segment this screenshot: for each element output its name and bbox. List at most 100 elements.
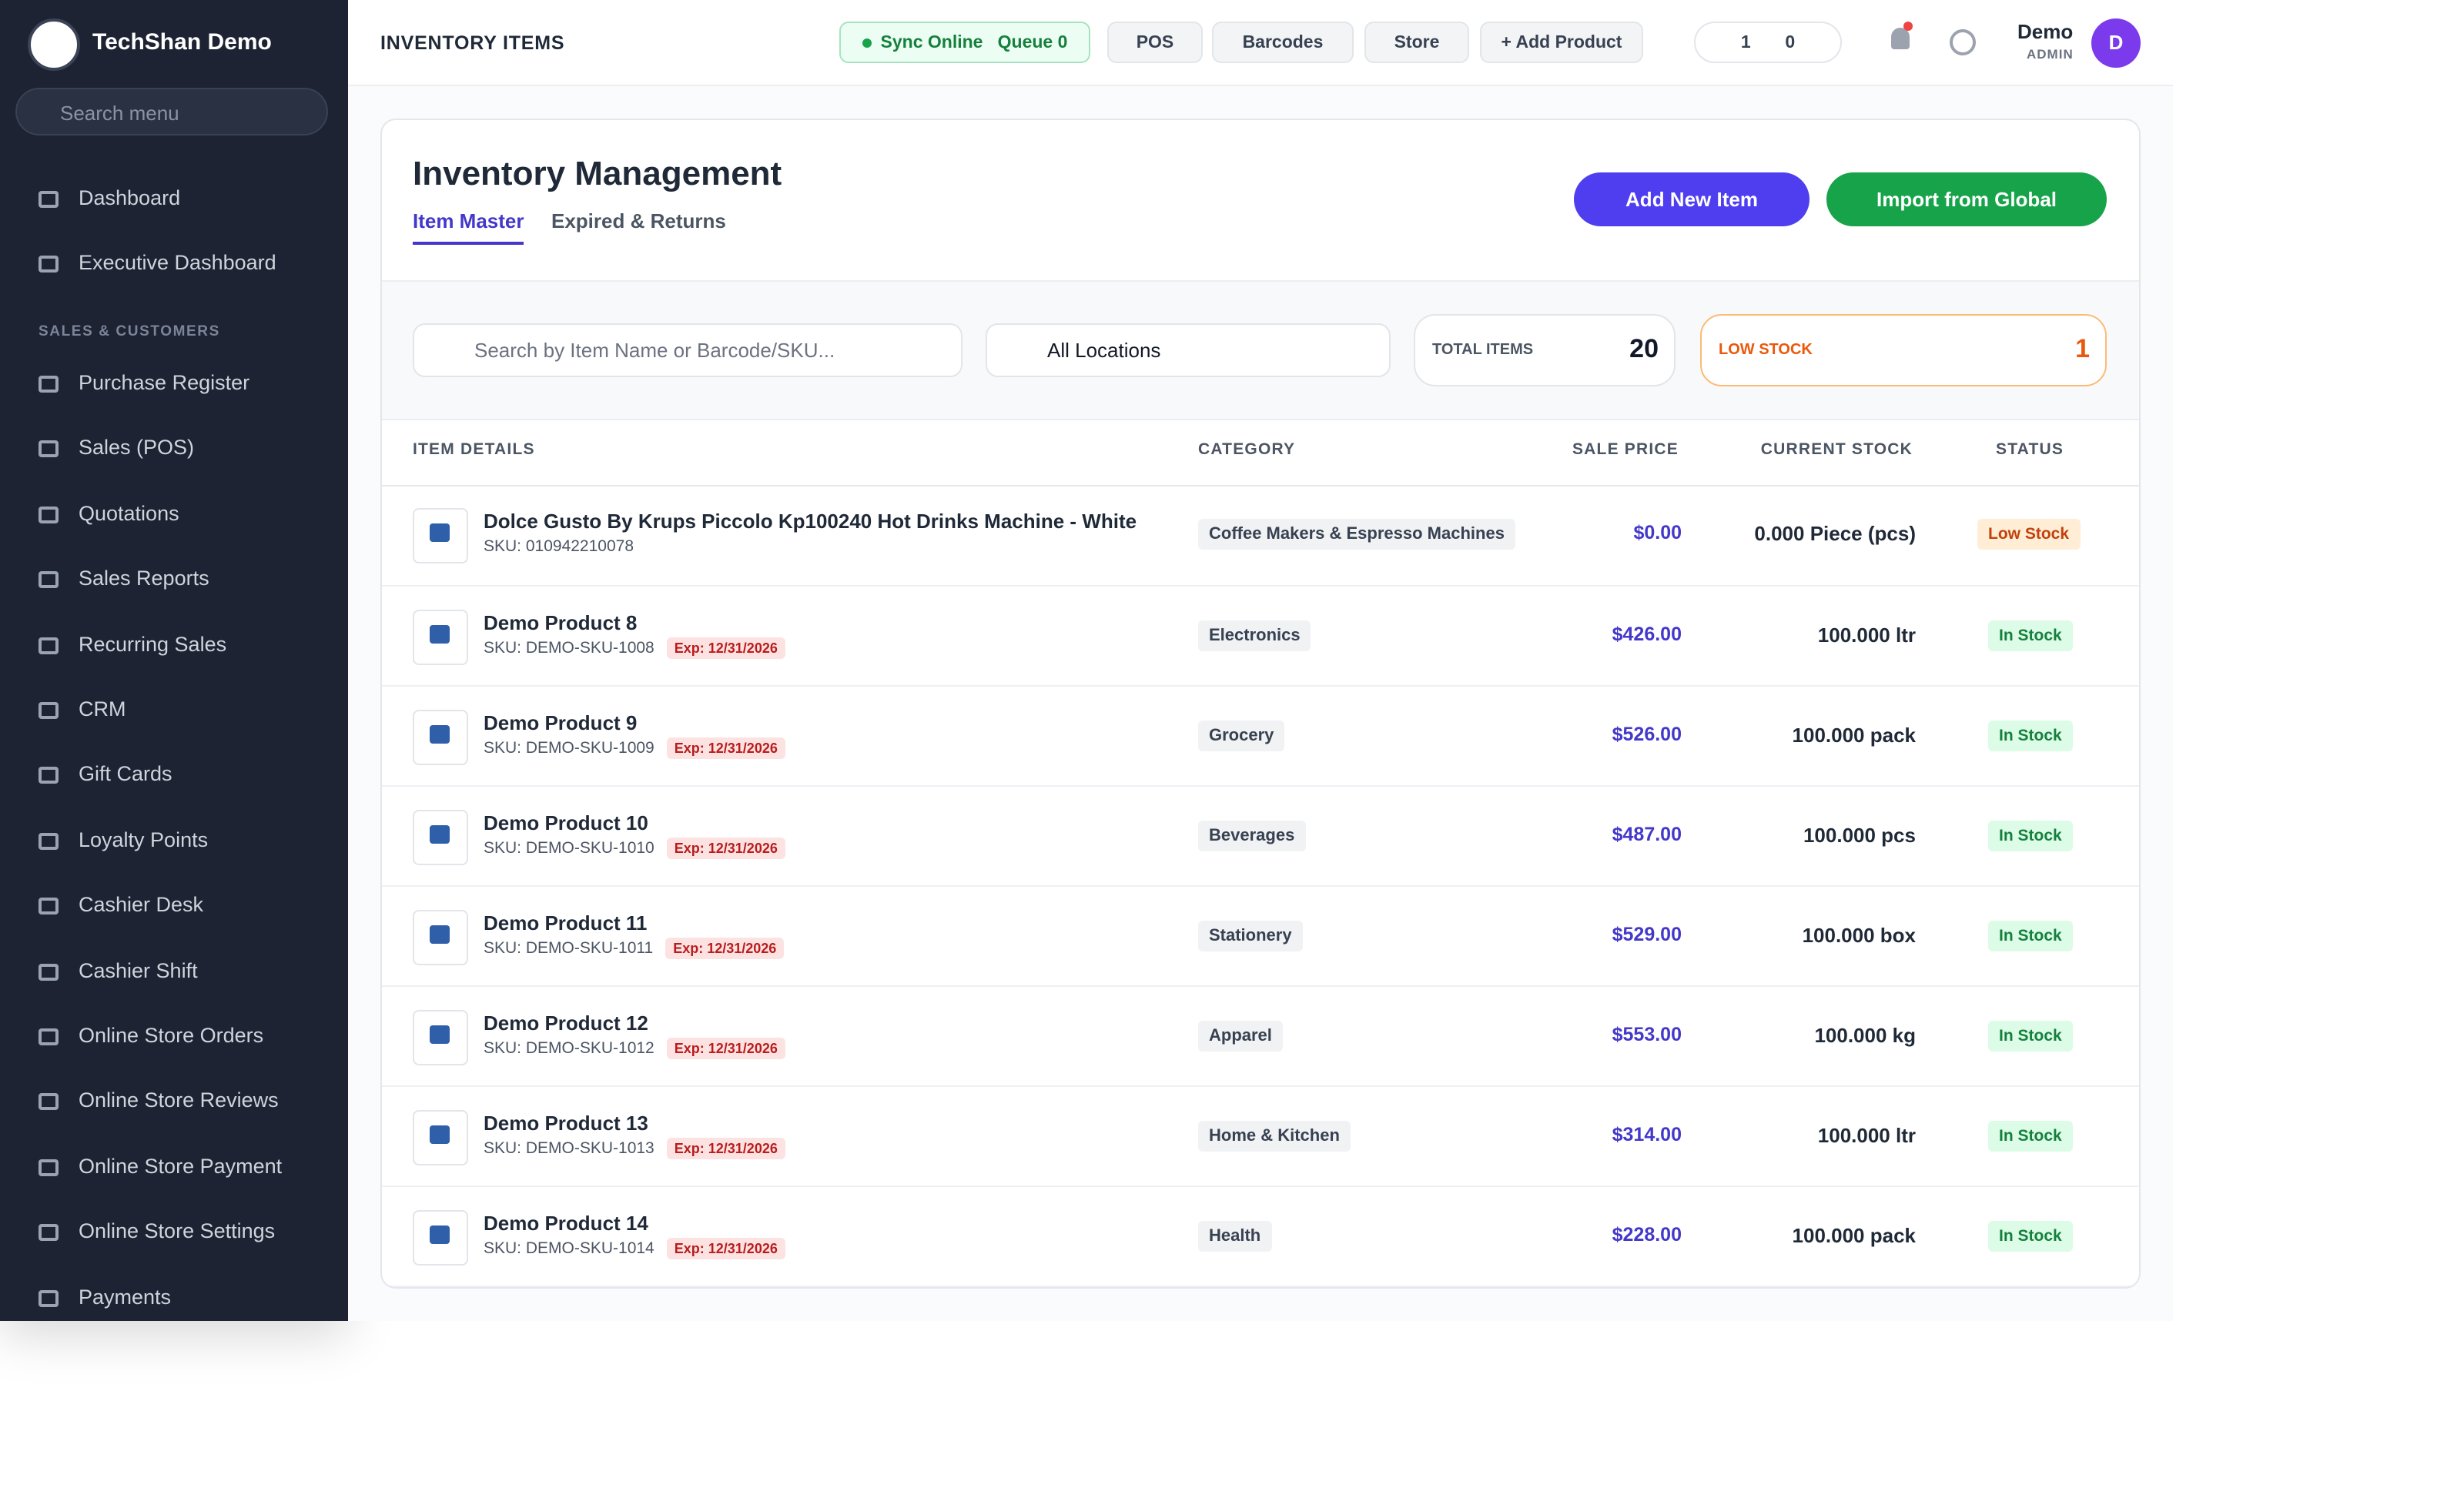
status-badge: In Stock	[1988, 721, 2073, 751]
header-divider	[382, 485, 2139, 487]
menu-item[interactable]: Recurring Sales	[38, 629, 226, 660]
menu-item[interactable]: Sales Reports	[38, 563, 209, 594]
menu-label: Quotations	[79, 501, 179, 525]
menu-item[interactable]: Gift Cards	[38, 760, 172, 791]
item-image	[413, 1010, 468, 1065]
table-row[interactable]: Demo Product 8 SKU: DEMO-SKU-1008 Exp: 12/…	[382, 585, 2139, 687]
sale-price: $526.00	[1612, 724, 1682, 745]
brand: TechShan Demo	[92, 29, 272, 55]
sku: SKU: DEMO-SKU-1012	[484, 1039, 654, 1058]
status-badge: In Stock	[1988, 821, 2073, 851]
item-image	[413, 810, 468, 865]
category-badge: Electronics	[1198, 620, 1311, 651]
status-badge: In Stock	[1988, 1021, 2073, 1052]
menu-item[interactable]: Cashier Desk	[38, 890, 203, 921]
menu-label: Loyalty Points	[79, 828, 209, 851]
item-name: Demo Product 9	[484, 711, 638, 734]
menu-item[interactable]: Cashier Shift	[38, 955, 198, 986]
total-items: TOTAL ITEMS 20	[1414, 314, 1676, 386]
menu-item[interactable]: Online Store Payment	[38, 1152, 282, 1182]
table-row[interactable]: Demo Product 11 SKU: DEMO-SKU-1011 Exp: 12…	[382, 885, 2139, 987]
menu-item[interactable]: Loyalty Points	[38, 825, 208, 856]
table-row[interactable]: Demo Product 9 SKU: DEMO-SKU-1009 Exp: 12/…	[382, 685, 2139, 787]
user-name: Demo	[2017, 20, 2074, 43]
menu-icon	[38, 506, 59, 523]
item-sku: SKU: 010942210078	[484, 537, 634, 556]
menu-label: Recurring Sales	[79, 632, 227, 656]
toolbar-button[interactable]: Store	[1364, 22, 1469, 63]
menu-item[interactable]: CRM	[38, 694, 126, 725]
menu-icon	[38, 702, 59, 719]
item-image	[413, 1210, 468, 1266]
menu-item[interactable]: Payments	[38, 1282, 171, 1312]
menu-item[interactable]: Dashboard	[38, 183, 180, 214]
sku: SKU: 010942210078	[484, 537, 634, 556]
menu-label: Online Store Settings	[79, 1219, 276, 1243]
menu-item[interactable]: Online Store Settings	[38, 1216, 275, 1247]
language[interactable]	[1950, 29, 1976, 55]
notification-dot	[1903, 22, 1913, 31]
item-name: Demo Product 13	[484, 1112, 648, 1135]
menu-label: Payments	[79, 1285, 172, 1309]
table-row[interactable]: Dolce Gusto By Krups Piccolo Kp100240 Ho…	[382, 485, 2139, 585]
bell[interactable]	[1891, 28, 1910, 49]
expiry-badge: Exp: 12/31/2026	[666, 1038, 785, 1059]
status-badge: In Stock	[1988, 1121, 2073, 1152]
toolbar-button[interactable]: POS	[1107, 22, 1203, 63]
sale-price: $314.00	[1612, 1124, 1682, 1145]
table-row[interactable]: Demo Product 14 SKU: DEMO-SKU-1014 Exp: 12…	[382, 1185, 2139, 1287]
menu-search[interactable]: Search menu	[15, 88, 328, 135]
import-button[interactable]: Import from Global	[1826, 172, 2107, 226]
sku: SKU: DEMO-SKU-1014	[484, 1239, 654, 1258]
device-counter: 1 0	[1694, 22, 1842, 63]
menu-item[interactable]: Quotations	[38, 499, 179, 530]
expiry-badge: Exp: 12/31/2026	[666, 1238, 785, 1259]
item-search[interactable]: Search by Item Name or Barcode/SKU...	[413, 323, 962, 377]
tab[interactable]: Expired & Returns	[551, 209, 726, 232]
menu-item[interactable]: Online Store Orders	[38, 1021, 263, 1052]
toolbar-button[interactable]: Barcodes	[1212, 22, 1354, 63]
column-header: SALE PRICE	[1572, 440, 1679, 459]
menu-item[interactable]: Executive Dashboard	[38, 249, 276, 279]
column-header: CURRENT STOCK	[1760, 440, 1913, 459]
item-sku: SKU: DEMO-SKU-1009 Exp: 12/31/2026	[484, 737, 785, 759]
category-badge: Beverages	[1198, 821, 1306, 851]
menu-icon	[38, 256, 59, 273]
expiry-badge: Exp: 12/31/2026	[666, 737, 785, 759]
item-image	[413, 1110, 468, 1165]
column-header: ITEM DETAILS	[413, 440, 535, 459]
item-sku: SKU: DEMO-SKU-1012 Exp: 12/31/2026	[484, 1038, 785, 1059]
toolbar-button[interactable]: + Add Product	[1480, 22, 1643, 63]
menu-item[interactable]: Sales (POS)	[38, 433, 194, 464]
heading: Inventory Management	[413, 154, 782, 192]
tab-active[interactable]: Item Master	[413, 209, 524, 245]
inventory-card: Inventory Management Item Master Expired…	[380, 119, 2141, 1289]
mobiles: 0	[1785, 34, 1796, 52]
item-image	[413, 910, 468, 965]
sale-price: $487.00	[1612, 824, 1682, 845]
current-stock: 100.000 ltr	[1817, 1124, 1916, 1147]
sale-price: $0.00	[1633, 522, 1682, 543]
avatar[interactable]: D	[2091, 18, 2141, 68]
location-select[interactable]: All Locations	[986, 323, 1391, 377]
menu-item[interactable]: Online Store Reviews	[38, 1086, 279, 1117]
topbar: INVENTORY ITEMS Sync Online Queue 0 1 0 …	[348, 0, 2173, 86]
table-row[interactable]: Demo Product 12 SKU: DEMO-SKU-1012 Exp: 12…	[382, 985, 2139, 1087]
menu-label: Dashboard	[79, 186, 181, 209]
table-row[interactable]: Demo Product 13 SKU: DEMO-SKU-1013 Exp: 12…	[382, 1085, 2139, 1187]
queue: Queue 0	[997, 34, 1068, 52]
category-badge: Coffee Makers & Espresso Machines	[1198, 519, 1515, 550]
item-sku: SKU: DEMO-SKU-1010 Exp: 12/31/2026	[484, 838, 785, 859]
table-row[interactable]: Demo Product 15	[382, 1286, 2139, 1287]
table-row[interactable]: Demo Product 10 SKU: DEMO-SKU-1010 Exp: 12…	[382, 785, 2139, 887]
sku: SKU: DEMO-SKU-1011	[484, 939, 654, 958]
menu-label: Cashier Desk	[79, 893, 204, 917]
sku: SKU: DEMO-SKU-1013	[484, 1139, 654, 1158]
menu-icon	[38, 1028, 59, 1045]
current-stock: 100.000 box	[1802, 924, 1916, 947]
item-name: Demo Product 12	[484, 1011, 648, 1035]
current-stock: 0.000 Piece (pcs)	[1754, 522, 1916, 545]
menu-item[interactable]: Purchase Register	[38, 368, 249, 399]
add-item-button[interactable]: Add New Item	[1574, 172, 1810, 226]
